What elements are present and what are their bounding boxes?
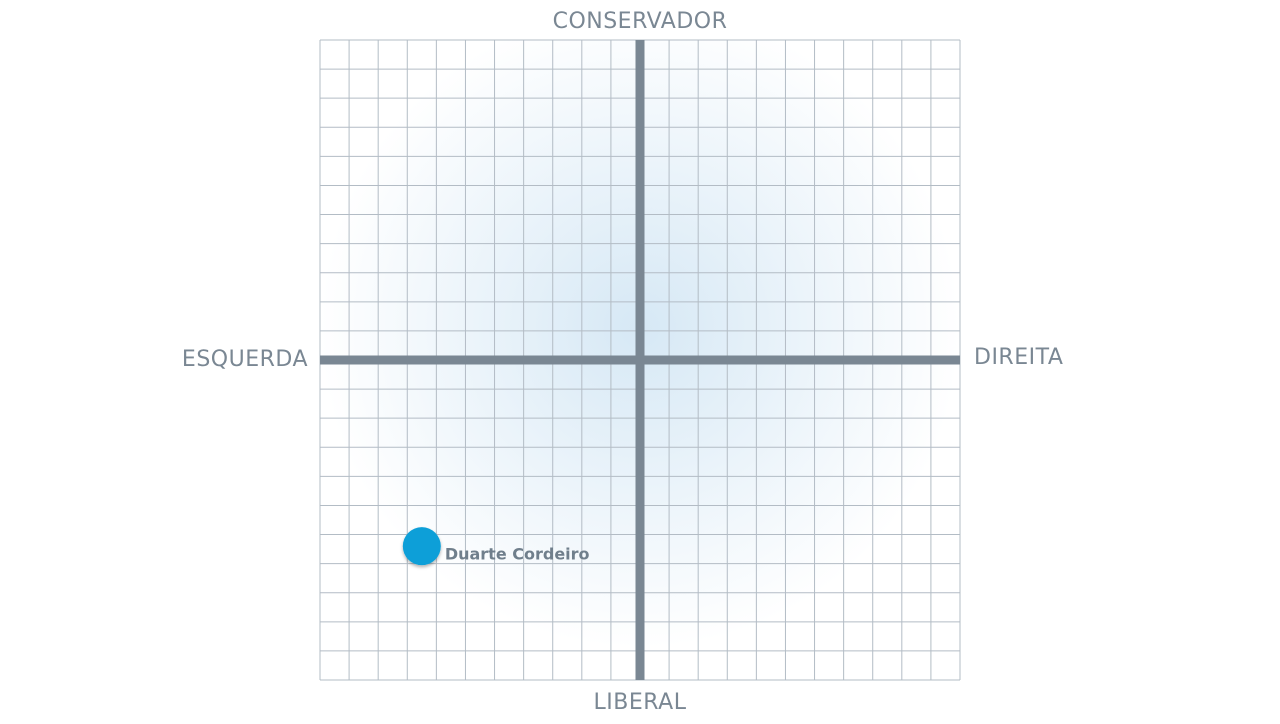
x-label-right: DIREITA — [974, 345, 1063, 370]
y-label-top: CONSERVADOR — [553, 9, 728, 34]
point-label: Duarte Cordeiro — [445, 545, 590, 564]
x-label-left: ESQUERDA — [182, 347, 308, 372]
point — [402, 527, 441, 566]
y-label-bottom: LIBERAL — [594, 690, 687, 715]
